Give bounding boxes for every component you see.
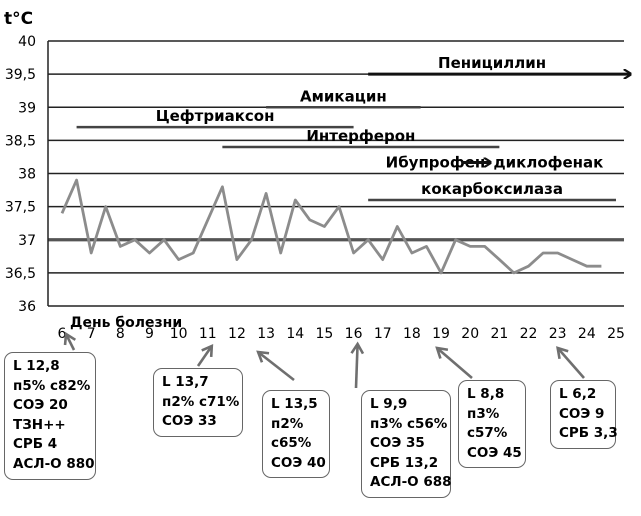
y-axis-label: t°C — [4, 9, 33, 29]
lab-pointer-arrowhead — [435, 346, 449, 359]
lab-result-box: L 8,8 п3% с57% СОЭ 45 — [458, 380, 526, 469]
y-tick-label: 36,5 — [5, 266, 36, 282]
treatment-label: диклофенак — [494, 154, 604, 172]
treatment-bars: Пенициллин Амикацин Цефтриаксон Интерферон И… — [76, 54, 631, 202]
lab-result-line: СОЭ 45 — [467, 444, 522, 461]
temperature-series — [60, 178, 602, 275]
x-tick-label: 15 — [316, 326, 334, 342]
x-tick-label: 12 — [228, 326, 246, 342]
lab-result-line: СОЭ 40 — [271, 454, 326, 471]
treatment-label: Амикацин — [300, 87, 387, 105]
lab-result-line: L 6,2 — [559, 386, 597, 402]
treatment-label: Интерферон — [306, 127, 415, 145]
y-tick-label: 37,5 — [5, 200, 36, 216]
lab-result-line: с65% — [271, 435, 312, 452]
y-tick-label: 37 — [18, 233, 36, 249]
x-tick-label: 20 — [461, 326, 479, 342]
y-tick-label: 39,5 — [5, 67, 36, 83]
lab-pointer-arrow — [556, 347, 585, 379]
lab-result-line: СОЭ 9 — [559, 405, 605, 422]
lab-pointer-arrow — [64, 333, 76, 351]
y-tick-label: 38 — [18, 167, 36, 183]
lab-result-line: СРБ 13,2 — [370, 454, 439, 471]
x-tick-label: 18 — [403, 326, 421, 342]
lab-result-box: L 6,2 СОЭ 9 СРБ 3,3 — [550, 380, 618, 449]
treatment-label: Пенициллин — [438, 54, 546, 72]
y-tick-label: 40 — [18, 34, 36, 50]
x-tick-label: 16 — [345, 326, 363, 342]
lab-result-line: L 9,9 — [370, 396, 408, 412]
x-axis-ticks: 6 7 8 9 10 11 12 13 14 15 16 17 18 19 20 21 22 23 24 25 — [58, 326, 625, 342]
treatment-label: Цефтриаксон — [156, 107, 275, 125]
lab-result-line: АСЛ-О 688 — [370, 474, 452, 491]
lab-result-line: СОЭ 35 — [370, 435, 425, 452]
lab-result-line: п2% — [271, 415, 304, 432]
x-tick-label: 7 — [87, 326, 96, 342]
x-axis-label: День болезни — [70, 315, 182, 331]
x-tick-label: 23 — [549, 326, 567, 342]
lab-result-box: L 12,8 п5% с82% СОЭ 20 ТЗН++ СРБ 4 АСЛ-О 880 — [4, 352, 96, 480]
grid — [47, 40, 624, 307]
lab-result-line: L 12,8 — [13, 358, 60, 374]
lab-result-line: СОЭ 33 — [162, 413, 217, 430]
lab-result-line: п3% с56% — [370, 415, 448, 432]
lab-pointers — [63, 331, 585, 389]
x-tick-label: 21 — [490, 326, 508, 342]
lab-pointer-arrow — [257, 350, 295, 382]
lab-result-line: АСЛ-О 880 — [13, 455, 95, 472]
lab-result-line: L 13,7 — [162, 374, 209, 390]
y-tick-label: 39 — [18, 100, 36, 116]
lab-result-line: ТЗН++ — [13, 416, 66, 433]
lab-pointer-arrow — [436, 347, 473, 379]
y-axis-ticks: 40 39,5 39 38,5 38 37,5 37 36,5 36 — [5, 34, 36, 315]
lab-result-box: L 13,7 п2% с71% СОЭ 33 — [153, 368, 243, 437]
x-tick-label: 9 — [145, 326, 154, 342]
x-tick-label: 8 — [116, 326, 125, 342]
x-tick-label: 13 — [257, 326, 275, 342]
x-tick-label: 24 — [578, 326, 596, 342]
lab-pointer-arrowhead — [350, 341, 365, 355]
x-tick-label: 17 — [374, 326, 392, 342]
lab-result-line: п2% с71% — [162, 393, 240, 410]
lab-result-line: п5% с82% — [13, 377, 91, 394]
x-tick-label: 11 — [199, 326, 217, 342]
lab-pointer-arrowhead — [256, 350, 270, 363]
lab-pointer-arrowhead — [63, 331, 77, 346]
lab-pointer-arrowhead — [556, 346, 569, 360]
x-tick-label: 10 — [170, 326, 188, 342]
treatment-label: Ибупрофен — [386, 154, 486, 172]
lab-result-box: L 9,9 п3% с56% СОЭ 35 СРБ 13,2 АСЛ-О 688 — [361, 390, 452, 498]
lab-result-line: L 8,8 — [467, 386, 505, 402]
y-tick-label: 36 — [18, 299, 36, 315]
x-tick-label: 22 — [520, 326, 538, 342]
lab-pointer-arrow — [354, 343, 359, 389]
lab-pointer-arrow — [196, 345, 213, 367]
lab-result-box: L 13,5 п2% с65% СОЭ 40 — [262, 390, 330, 479]
x-tick-label: 6 — [58, 326, 67, 342]
lab-result-line: с57% — [467, 425, 508, 442]
x-tick-label: 25 — [607, 326, 625, 342]
lab-result-line: L 13,5 — [271, 396, 318, 412]
lab-pointer-arrowhead — [201, 343, 214, 358]
y-tick-label: 38,5 — [5, 133, 36, 149]
lab-result-line: СОЭ 20 — [13, 397, 68, 414]
x-tick-label: 19 — [432, 326, 450, 342]
lab-result-line: п3% — [467, 405, 500, 422]
temperature-line — [60, 178, 602, 275]
lab-result-line: СРБ 4 — [13, 436, 58, 453]
treatment-label: кокарбоксилаза — [421, 180, 563, 198]
x-tick-label: 14 — [286, 326, 304, 342]
lab-result-line: СРБ 3,3 — [559, 425, 618, 442]
